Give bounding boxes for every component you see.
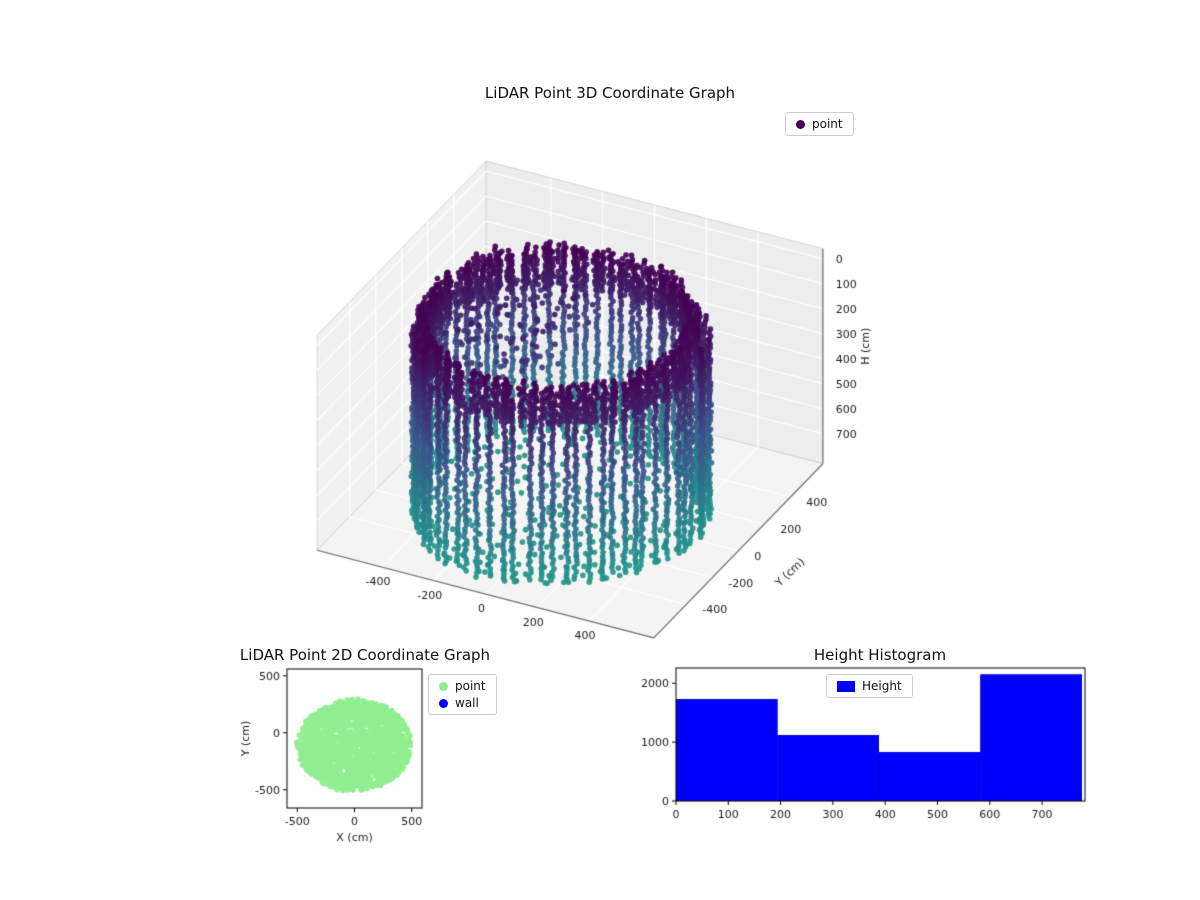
- histogram-legend: Height: [826, 674, 913, 698]
- plot2d-legend: point wall: [428, 674, 497, 715]
- legend-entry-wall: wall: [439, 696, 486, 710]
- legend-label-point: point: [812, 117, 843, 131]
- point-marker-icon: [439, 681, 448, 691]
- histogram-title: Height Histogram: [813, 646, 947, 664]
- scatter2d-section: LiDAR Point 2D Coordinate Graph point wa…: [180, 646, 550, 890]
- plot2d-title: LiDAR Point 2D Coordinate Graph: [239, 646, 491, 664]
- histogram-section: Height Histogram Height: [640, 646, 1120, 826]
- plot3d-legend: point: [785, 112, 854, 136]
- legend-label-wall: wall: [455, 696, 479, 710]
- scatter3d-canvas: [280, 122, 940, 652]
- point-marker-icon: [796, 119, 805, 129]
- plot3d-title: LiDAR Point 3D Coordinate Graph: [484, 84, 736, 102]
- legend-label-height: Height: [862, 679, 902, 693]
- scatter3d-section: LiDAR Point 3D Coordinate Graph point: [280, 84, 940, 659]
- legend-entry-point: point: [796, 117, 843, 131]
- legend-entry-height: Height: [837, 679, 902, 693]
- legend-label-point: point: [455, 679, 486, 693]
- height-swatch-icon: [837, 680, 855, 692]
- wall-marker-icon: [439, 698, 448, 708]
- legend-entry-point: point: [439, 679, 486, 693]
